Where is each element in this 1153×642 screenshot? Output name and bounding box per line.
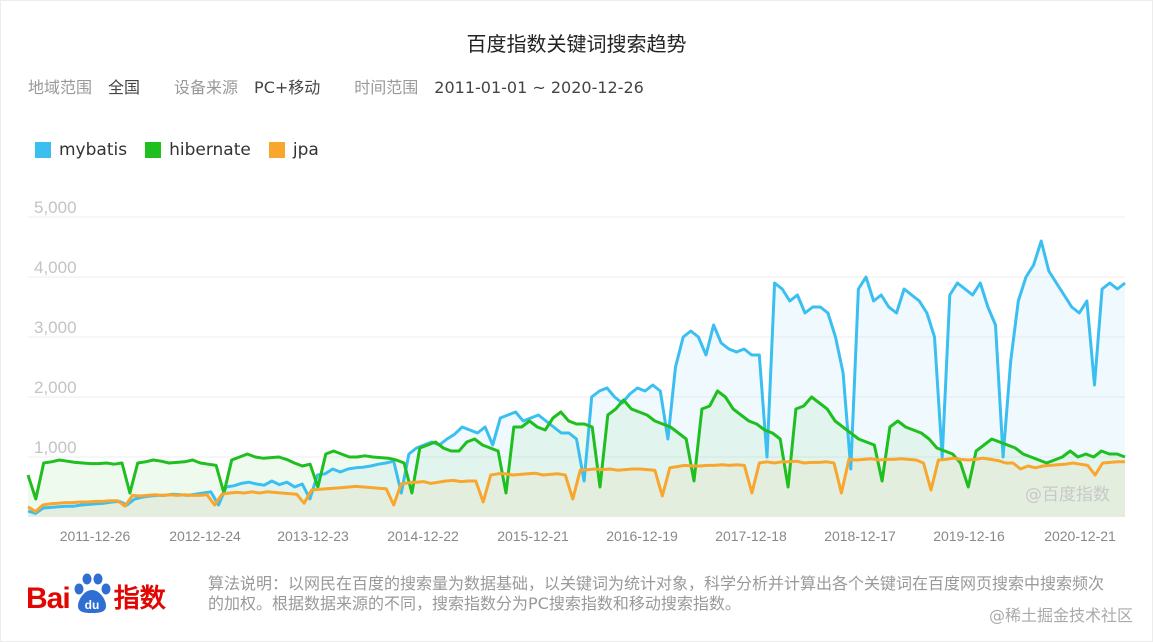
chart-title: 百度指数关键词搜索趋势 (466, 32, 687, 56)
filter-device-label: 设备来源 (174, 78, 239, 97)
line-chart-plot[interactable]: 1,000 2,000 3,000 4,000 5,000 @百度指数 2011-12-… (0, 190, 1153, 550)
chart-legend: mybatis hibernate jpa (35, 140, 319, 160)
line-mybatis[interactable] (27, 239, 1126, 515)
y-axis: 1,000 2,000 3,000 4,000 5,000 (34, 198, 77, 457)
y-tick-label: 2,000 (34, 378, 77, 397)
legend-item-mybatis[interactable]: mybatis (35, 140, 127, 160)
x-tick-label: 2015-12-21 (497, 528, 569, 544)
filter-bar: 地域范围 全国 设备来源 PC+移动 时间范围 2011-01-01 ~ 2020-12-… (28, 74, 678, 98)
x-tick-label: 2019-12-16 (933, 528, 1005, 544)
x-tick-label: 2016-12-19 (606, 528, 678, 544)
legend-label-hibernate: hibernate (169, 140, 251, 160)
footer: Bai du 指数 算法说明：以网民在百度的搜索量为数据基础，以关键词为统计对象… (0, 570, 1153, 630)
filter-time-label: 时间范围 (354, 78, 419, 97)
logo-bai-text: Bai (26, 582, 71, 615)
x-tick-label: 2020-12-21 (1044, 528, 1116, 544)
legend-item-jpa[interactable]: jpa (268, 140, 319, 160)
legend-label-mybatis: mybatis (59, 140, 128, 160)
watermark: @百度指数 (1025, 485, 1110, 505)
logo-du-text: du (84, 598, 99, 612)
line-hibernate[interactable] (26, 389, 1126, 501)
area-mybatis (28, 241, 1125, 517)
legend-swatch-mybatis-icon (35, 142, 51, 158)
logo-index-text: 指数 (113, 584, 166, 614)
legend-swatch-hibernate-icon (145, 142, 162, 158)
legend-label-jpa: jpa (292, 140, 319, 160)
filter-region-value[interactable]: 全国 (108, 78, 141, 97)
legend-swatch-jpa-icon (268, 142, 285, 158)
y-tick-label: 4,000 (34, 258, 77, 277)
y-tick-label: 1,000 (34, 438, 77, 457)
source-credit: @稀土掘金技术社区 (988, 606, 1133, 625)
y-tick-label: 5,000 (34, 198, 77, 217)
filter-region-label: 地域范围 (28, 78, 93, 97)
legend-item-hibernate[interactable]: hibernate (145, 140, 251, 160)
filter-device-value[interactable]: PC+移动 (254, 78, 321, 97)
y-tick-label: 3,000 (34, 318, 77, 337)
series-lines (26, 239, 1126, 515)
x-tick-label: 2012-12-24 (169, 528, 241, 544)
x-axis: 2011-12-26 2012-12-24 2013-12-23 2014-12-22… (60, 528, 1116, 544)
filter-time-value[interactable]: 2011-01-01 ~ 2020-12-26 (434, 78, 644, 97)
x-tick-label: 2017-12-18 (715, 528, 787, 544)
x-tick-label: 2011-12-26 (60, 528, 131, 544)
baidu-paw-icon: du (72, 572, 112, 614)
line-jpa[interactable] (27, 456, 1125, 514)
series-areas (28, 241, 1125, 517)
x-tick-label: 2013-12-23 (277, 528, 349, 544)
algorithm-description: 算法说明：以网民在百度的搜索量为数据基础，以关键词为统计对象，科学分析并计算出各… (208, 574, 1105, 613)
x-tick-label: 2018-12-17 (824, 528, 896, 544)
baidu-index-logo[interactable]: Bai du 指数 (26, 572, 166, 614)
x-tick-label: 2014-12-22 (387, 528, 459, 544)
